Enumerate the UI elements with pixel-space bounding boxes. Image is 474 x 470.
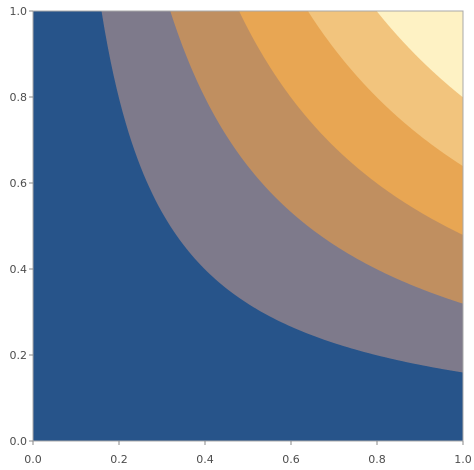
y-tick-label: 0.6 [10, 177, 28, 190]
x-tick-label: 0.6 [282, 453, 300, 466]
y-tick-label: 0.0 [10, 435, 28, 448]
y-tick-label: 0.4 [10, 263, 28, 276]
y-tick-label: 0.8 [10, 91, 28, 104]
y-axis: 0.0 0.2 0.4 0.6 0.8 1.0 [10, 5, 33, 448]
y-tick-label: 1.0 [10, 5, 28, 18]
plot-frame [32, 10, 464, 442]
y-tick-label: 0.2 [10, 349, 28, 362]
x-tick-label: 0.4 [196, 453, 214, 466]
x-axis: 0.0 0.2 0.4 0.6 0.8 1.0 [24, 441, 472, 466]
x-tick-label: 0.2 [110, 453, 128, 466]
contour-band-6 [376, 10, 464, 98]
x-tick-label: 0.0 [24, 453, 42, 466]
x-tick-label: 1.0 [454, 453, 472, 466]
x-tick-label: 0.8 [368, 453, 386, 466]
contour-bands [32, 10, 464, 442]
